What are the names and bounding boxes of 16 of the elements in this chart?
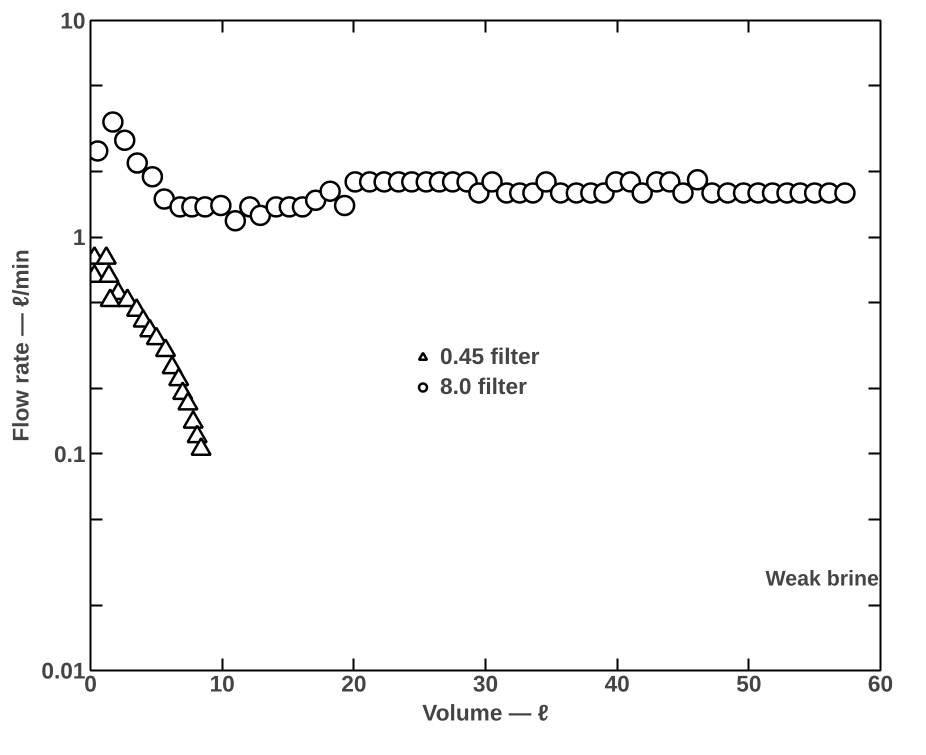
y-tick-label: 1	[72, 224, 86, 250]
x-tick-label: 10	[210, 670, 235, 696]
y-axis-title: Flow rate — ℓ/min	[7, 249, 34, 442]
x-tick-label: 20	[341, 670, 366, 696]
x-tick-label: 0	[84, 670, 97, 696]
y-tick-label: 10	[60, 8, 86, 34]
x-tick-label: 60	[868, 670, 894, 696]
x-tick-label: 40	[604, 670, 630, 696]
y-tick-label: 0.01	[41, 658, 86, 684]
legend-label: 0.45 filter	[440, 343, 540, 370]
x-tick-label: 30	[472, 670, 498, 696]
y-tick-label: 0.1	[54, 440, 86, 467]
annotation: Weak brine	[766, 566, 880, 590]
legend-label: 8.0 filter	[440, 373, 527, 400]
x-tick-label: 50	[736, 670, 762, 696]
x-axis-title: Volume — ℓ	[422, 700, 549, 726]
